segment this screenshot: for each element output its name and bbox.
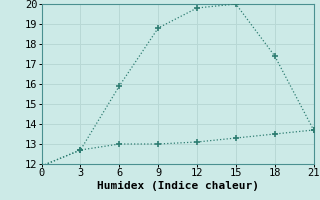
X-axis label: Humidex (Indice chaleur): Humidex (Indice chaleur)	[97, 181, 259, 191]
